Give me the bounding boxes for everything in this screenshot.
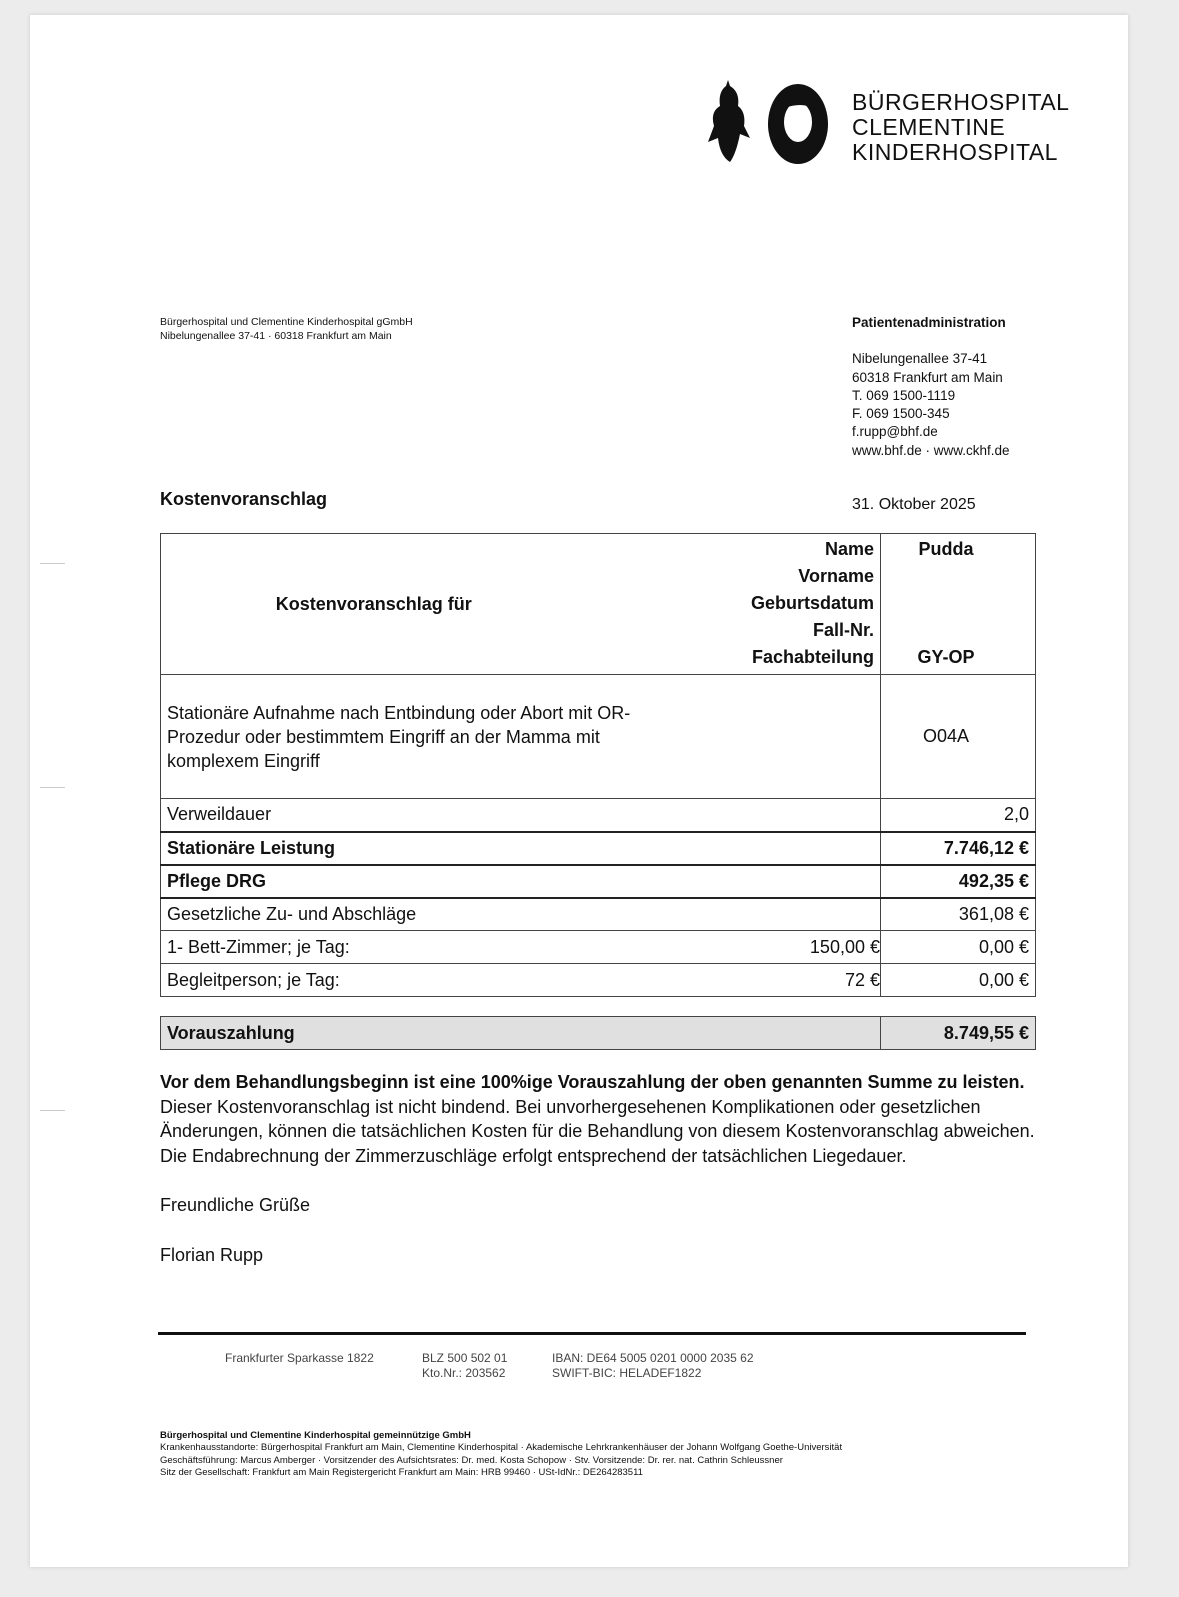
patient-header-row: Kostenvoranschlag für Name Vorname Gebur… <box>160 533 1036 675</box>
contact-line: F. 069 1500-345 <box>852 406 950 422</box>
total-row: Vorauszahlung 8.749,55 € <box>160 1016 1036 1050</box>
bank-iban: IBAN: DE64 5005 0201 0000 2035 62 <box>552 1351 754 1365</box>
bank-blz: BLZ 500 502 01 <box>422 1351 508 1365</box>
row-label: Gesetzliche Zu- und Abschläge <box>160 896 641 931</box>
row-label: Begleitperson; je Tag: <box>160 963 641 997</box>
table-row: Gesetzliche Zu- und Abschläge 361,08 € <box>160 896 1036 931</box>
patient-name: Pudda <box>918 539 974 559</box>
contact-block: Patientenadministration Nibelungenallee … <box>852 314 1010 460</box>
for-label: Kostenvoranschlag für <box>160 533 641 675</box>
cost-table: Kostenvoranschlag für Name Vorname Gebur… <box>160 533 1036 1050</box>
contact-line: 60318 Frankfurt am Main <box>852 369 1003 385</box>
contact-line: Nibelungenallee 37-41 <box>852 351 988 367</box>
row-rate <box>640 830 881 865</box>
notice-text: Vor dem Behandlungsbeginn ist eine 100%i… <box>160 1070 1040 1267</box>
description-row: Stationäre Aufnahme nach Entbindung oder… <box>160 674 1036 799</box>
table-row: 1- Bett-Zimmer; je Tag: 150,00 €0,00 € <box>160 930 1036 964</box>
legal-footer: Bürgerhospital und Clementine Kinderhosp… <box>160 1430 842 1479</box>
fold-mark <box>40 787 65 788</box>
non-binding-notice: Dieser Kostenvoranschlag ist nicht binde… <box>160 1096 1035 1142</box>
field-department-label: Fachabteilung <box>751 647 874 667</box>
footer-title: Bürgerhospital und Clementine Kinderhosp… <box>160 1430 471 1441</box>
logo-line: KINDERHOSPITAL <box>852 139 1058 165</box>
field-firstname-label: Vorname <box>798 566 874 586</box>
fold-mark <box>40 563 65 564</box>
row-label: Pflege DRG <box>160 863 641 898</box>
row-label: 1- Bett-Zimmer; je Tag: <box>160 930 641 964</box>
field-name-label: Name <box>824 539 874 559</box>
row-rate <box>640 863 881 898</box>
bank-account: Kto.Nr.: 203562 <box>422 1366 506 1380</box>
table-row: Stationäre Leistung 7.746,12 € <box>160 830 1036 865</box>
row-value: 2,0 <box>880 798 1036 832</box>
table-row: Begleitperson; je Tag: 72 €0,00 € <box>160 963 1036 997</box>
drg-code: O04A <box>880 674 1036 799</box>
greeting: Freundliche Grüße <box>160 1195 311 1215</box>
footer-line: Krankenhausstandorte: Bürgerhospital Fra… <box>160 1442 843 1454</box>
footer-divider <box>158 1332 1026 1335</box>
sender-address: Bürgerhospital und Clementine Kinderhosp… <box>160 315 413 343</box>
table-row: Pflege DRG 492,35 € <box>160 863 1036 898</box>
department-value: GY-OP <box>917 647 975 667</box>
punch-mark <box>40 1110 65 1111</box>
total-value: 8.749,55 € <box>880 1016 1036 1050</box>
row-value: 361,08 € <box>880 896 1036 931</box>
logo-text: BÜRGERHOSPITAL CLEMENTINE KINDERHOSPITAL <box>852 90 1069 165</box>
hospital-logo-icon <box>708 80 828 164</box>
total-label: Vorauszahlung <box>160 1016 881 1050</box>
row-rate: 150,00 € <box>640 930 881 964</box>
row-rate <box>640 798 881 832</box>
prepayment-notice: Vor dem Behandlungsbeginn ist eine 100%i… <box>160 1072 1025 1092</box>
row-rate <box>640 896 881 931</box>
row-value: 7.746,12 € <box>880 830 1036 865</box>
row-value: 0,00 € <box>880 963 1036 997</box>
date: 31. Oktober 2025 <box>852 496 976 513</box>
room-notice: Die Endabrechnung der Zimmerzuschläge er… <box>160 1145 907 1166</box>
contact-email[interactable]: f.rupp@bhf.de <box>852 424 938 440</box>
contact-websites[interactable]: www.bhf.de · www.ckhf.de <box>852 442 1010 458</box>
bank-name: Frankfurter Sparkasse 1822 <box>225 1351 374 1365</box>
logo-line: BÜRGERHOSPITAL <box>852 89 1070 115</box>
sender-line: Nibelungenallee 37-41 · 60318 Frankfurt … <box>160 330 392 342</box>
field-birthdate-label: Geburtsdatum <box>750 593 874 613</box>
table-row: Verweildauer 2,0 <box>160 798 1036 832</box>
footer-line: Sitz der Gesellschaft: Frankfurt am Main… <box>160 1466 643 1478</box>
row-rate: 72 € <box>640 963 881 997</box>
bank-bic: SWIFT-BIC: HELADEF1822 <box>552 1366 702 1380</box>
department: Patientenadministration <box>852 315 1006 330</box>
contact-line: T. 069 1500-1119 <box>852 387 956 403</box>
drg-description: Stationäre Aufnahme nach Entbindung oder… <box>160 674 881 799</box>
sender-line: Bürgerhospital und Clementine Kinderhosp… <box>160 316 413 328</box>
logo-line: CLEMENTINE <box>852 114 1006 140</box>
signature: Florian Rupp <box>160 1244 264 1265</box>
row-value: 492,35 € <box>880 863 1036 898</box>
row-value: 0,00 € <box>880 930 1036 964</box>
row-label: Stationäre Leistung <box>160 830 641 865</box>
field-case-label: Fall-Nr. <box>812 620 874 640</box>
footer-line: Geschäftsführung: Marcus Amberger · Vors… <box>160 1454 783 1466</box>
row-label: Verweildauer <box>160 798 641 832</box>
subject: Kostenvoranschlag <box>160 489 328 509</box>
